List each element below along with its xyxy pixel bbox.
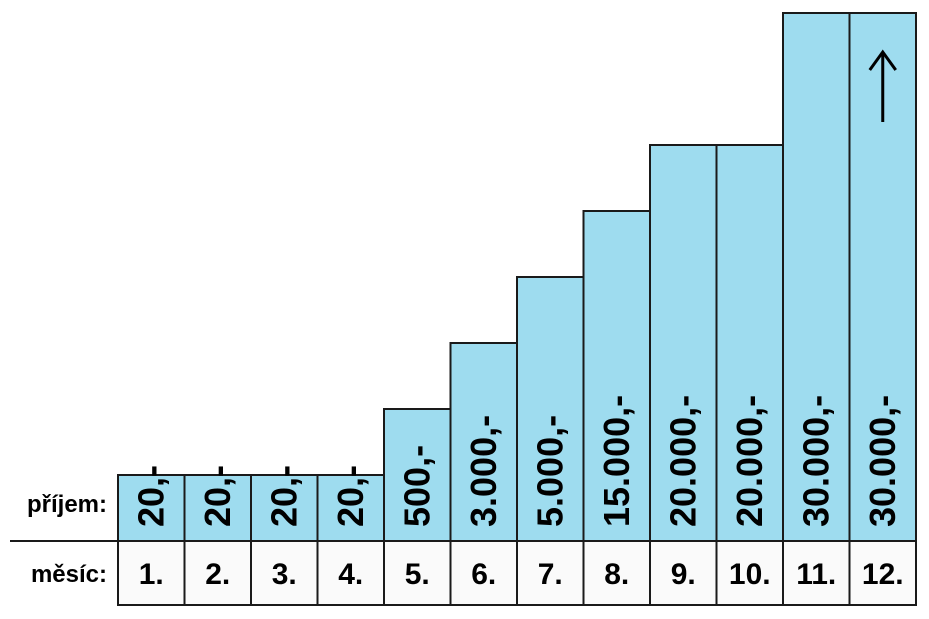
arrow-head bbox=[868, 49, 897, 71]
bar-value-label: 3.000,- bbox=[463, 415, 504, 527]
bar-2 bbox=[183, 474, 252, 542]
bar-value-label: 20.000,- bbox=[662, 395, 703, 527]
bar-6 bbox=[449, 342, 518, 542]
month-label: 4. bbox=[338, 558, 363, 591]
bar-value-label: 5.000,- bbox=[529, 415, 570, 527]
month-label: 1. bbox=[139, 558, 164, 591]
month-cell-7 bbox=[516, 540, 585, 606]
month-label: 3. bbox=[272, 558, 297, 591]
month-label: 7. bbox=[538, 558, 563, 591]
month-label: 2. bbox=[205, 558, 230, 591]
bar-value-label: 20,- bbox=[130, 465, 171, 527]
month-label: 12. bbox=[862, 558, 904, 591]
month-cell-12 bbox=[848, 540, 917, 606]
bar-value-label: 500,- bbox=[396, 445, 437, 527]
bar-10 bbox=[715, 144, 784, 542]
bars-group: 20,- 20,- 20,- 20,- 500,- 3.000,- 5.000,- 15.00… bbox=[117, 12, 917, 542]
bar-8 bbox=[582, 210, 651, 542]
month-cell-1 bbox=[117, 540, 186, 606]
month-label: 8. bbox=[604, 558, 629, 591]
month-cell-8 bbox=[582, 540, 651, 606]
bar-value-label: 20,- bbox=[330, 465, 371, 527]
month-label: 11. bbox=[796, 558, 836, 591]
bar-value-label: 30.000,- bbox=[862, 395, 903, 527]
arrow-up-icon bbox=[868, 49, 897, 122]
month-label: 9. bbox=[671, 558, 696, 591]
month-cells-group: 1. 2. 3. 4. 5. 6. 7. 8. 9. 10. 11. 12. bbox=[117, 540, 917, 606]
bar-value-label: 20,- bbox=[263, 465, 304, 527]
bar-value-label: 30.000,- bbox=[795, 395, 836, 527]
month-label: 5. bbox=[405, 558, 430, 591]
income-row-label: příjem: bbox=[27, 491, 107, 518]
month-cell-5 bbox=[383, 540, 452, 606]
month-label: 6. bbox=[471, 558, 496, 591]
month-cell-4 bbox=[316, 540, 385, 606]
month-cell-11 bbox=[782, 540, 851, 606]
month-label: 10. bbox=[729, 558, 771, 591]
bar-value-label: 15.000,- bbox=[596, 395, 637, 527]
bar-value-label: 20,- bbox=[197, 465, 238, 527]
month-row-label: měsíc: bbox=[31, 561, 107, 588]
bar-1 bbox=[117, 474, 186, 542]
bar-value-label: 20.000,- bbox=[729, 395, 770, 527]
